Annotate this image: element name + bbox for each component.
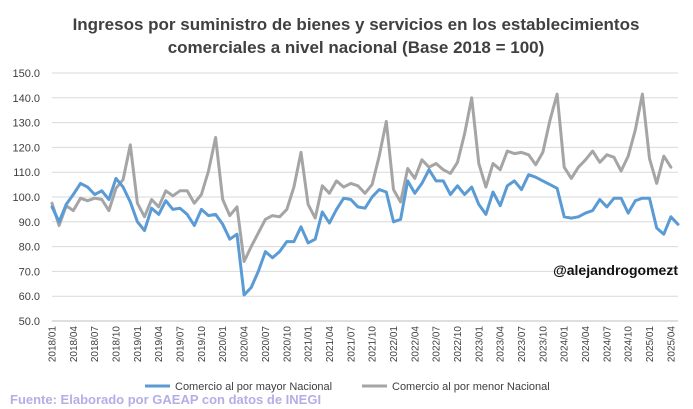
y-tick-label: 60.0 — [19, 291, 40, 303]
y-tick-label: 140.0 — [12, 93, 40, 105]
x-tick-label: 2023/01 — [474, 326, 485, 363]
x-tick-label: 2020/07 — [261, 326, 272, 363]
x-tick-label: 2021/04 — [325, 326, 336, 363]
x-tick-label: 2018/04 — [69, 326, 80, 363]
legend-label-mayor: Comercio al por mayor Nacional — [175, 381, 332, 393]
x-tick-label: 2023/07 — [517, 326, 528, 363]
y-tick-label: 90.0 — [19, 217, 40, 229]
x-tick-label: 2024/07 — [602, 326, 613, 363]
x-tick-label: 2024/04 — [581, 326, 592, 363]
x-tick-label: 2022/07 — [432, 326, 443, 363]
x-tick-label: 2020/01 — [218, 326, 229, 363]
x-tick-label: 2022/01 — [389, 326, 400, 363]
x-tick-label: 2018/01 — [48, 326, 59, 363]
x-tick-label: 2022/04 — [410, 326, 421, 363]
x-tick-label: 2019/10 — [197, 326, 208, 363]
x-tick-label: 2023/04 — [496, 326, 507, 363]
series-line-mayor — [50, 168, 680, 297]
y-tick-label: 120.0 — [12, 142, 40, 154]
x-tick-label: 2024/01 — [560, 326, 571, 363]
y-tick-label: 100.0 — [12, 192, 40, 204]
legend-label-menor: Comercio al por menor Nacional — [392, 381, 550, 393]
y-tick-label: 70.0 — [19, 266, 40, 278]
source-note: Fuente: Elaborado por GAEAP con datos de… — [10, 392, 321, 407]
y-tick-label: 110.0 — [13, 167, 40, 179]
x-tick-label: 2018/07 — [90, 326, 101, 363]
chart-title-line-1: Ingresos por suministro de bienes y serv… — [73, 15, 640, 34]
x-tick-label: 2019/07 — [176, 326, 187, 363]
y-axis-tick-labels: 150.0 140.0 130.0 120.0 110.0 100.0 90.0 80.0 70… — [12, 68, 40, 328]
x-tick-label: 2024/10 — [624, 326, 635, 363]
series-lines — [50, 92, 680, 297]
x-tick-label: 2022/10 — [453, 326, 464, 363]
legend: Comercio al por mayor Nacional Comercio … — [145, 381, 550, 393]
chart-title-line-2: comerciales a nivel nacional (Base 2018 … — [168, 38, 545, 57]
x-tick-label: 2019/01 — [133, 326, 144, 363]
x-tick-label: 2021/07 — [346, 326, 357, 363]
gridlines — [52, 72, 678, 322]
y-tick-label: 130.0 — [12, 118, 40, 130]
x-tick-label: 2020/10 — [282, 326, 293, 363]
y-tick-label: 50.0 — [19, 316, 40, 328]
x-tick-label: 2021/10 — [368, 326, 379, 363]
y-tick-label: 80.0 — [19, 242, 40, 254]
x-tick-label: 2023/10 — [538, 326, 549, 363]
x-tick-label: 2019/04 — [154, 326, 165, 363]
x-tick-label: 2025/01 — [645, 326, 656, 363]
x-tick-label: 2020/04 — [240, 326, 251, 363]
x-tick-label: 2018/10 — [112, 326, 123, 363]
x-tick-label: 2025/04 — [666, 326, 677, 363]
x-tick-label: 2021/01 — [304, 326, 315, 363]
watermark: @alejandrogomezt — [553, 262, 678, 278]
x-axis-tick-labels: 2018/01 2018/04 2018/07 2018/10 2019/01 2019/… — [48, 326, 678, 363]
y-tick-label: 150.0 — [12, 68, 40, 80]
series-line-menor — [50, 92, 673, 263]
